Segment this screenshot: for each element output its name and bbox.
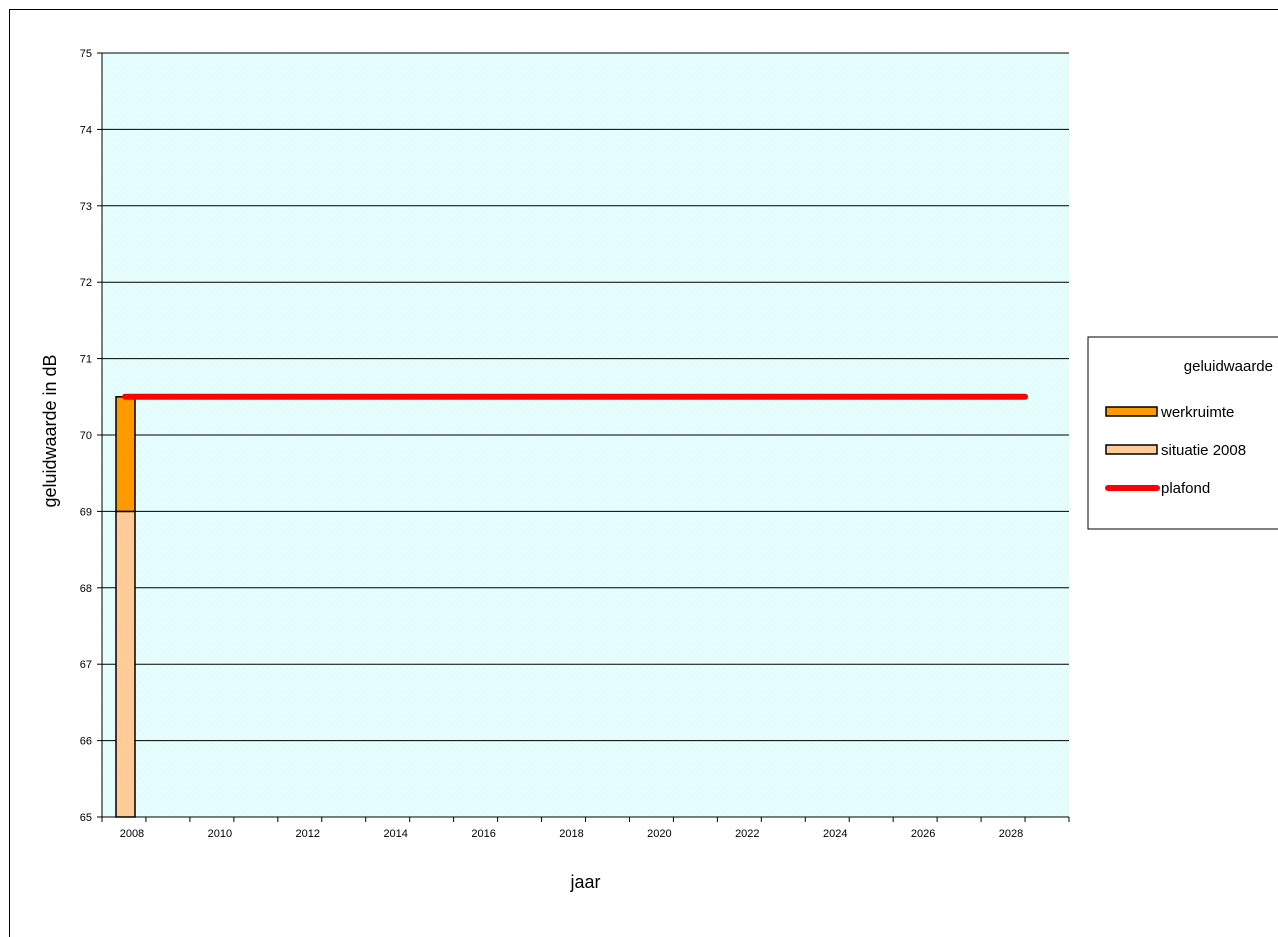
y-tick-label: 75 — [80, 48, 92, 60]
x-tick-labels: 2008 2010 2012 2014 2016 2018 2020 2022 2024 2026… — [120, 828, 1024, 840]
legend: geluidwaarde werkruimte situatie 2008 plaf… — [1087, 336, 1278, 530]
chart-frame — [9, 9, 1278, 937]
legend-title: geluidwaarde — [1184, 358, 1273, 375]
x-tick-label: 2028 — [999, 828, 1023, 840]
y-tick-label: 73 — [80, 201, 92, 213]
x-tick-label: 2024 — [823, 828, 847, 840]
x-tick-label: 2014 — [383, 828, 407, 840]
x-tick-label: 2008 — [120, 828, 144, 840]
x-tick-label: 2020 — [647, 828, 671, 840]
legend-box — [1087, 336, 1278, 530]
x-tick-label: 2010 — [208, 828, 232, 840]
y-axis-title: geluidwaarde in dB — [40, 354, 60, 507]
y-tick-label: 71 — [80, 354, 92, 366]
bar-segment-werkruimte — [115, 396, 136, 513]
x-tick-label: 2022 — [735, 828, 759, 840]
y-tick-labels: 65 66 67 68 69 70 71 72 73 74 75 — [80, 48, 92, 824]
y-tick-label: 70 — [80, 430, 92, 442]
y-tick-label: 67 — [80, 659, 92, 671]
x-axis-title: jaar — [569, 872, 600, 892]
y-tick-label: 65 — [80, 812, 92, 824]
legend-swatch-werkruimte — [1105, 406, 1158, 417]
x-tick-label: 2018 — [559, 828, 583, 840]
legend-items: werkruimte situatie 2008 plafond — [1105, 404, 1246, 497]
bars — [115, 396, 136, 818]
legend-label-plafond: plafond — [1161, 480, 1210, 497]
y-tick-label: 68 — [80, 583, 92, 595]
x-tick-label: 2026 — [911, 828, 935, 840]
y-tick-label: 72 — [80, 277, 92, 289]
legend-swatch-situatie-2008 — [1105, 444, 1158, 455]
y-tick-label: 69 — [80, 506, 92, 518]
y-tick-label: 66 — [80, 736, 92, 748]
axes — [97, 52, 1070, 822]
y-tick-label: 74 — [80, 124, 92, 136]
bar-segment-situatie-2008 — [115, 510, 136, 818]
x-tick-label: 2012 — [296, 828, 320, 840]
x-tick-label: 2016 — [471, 828, 495, 840]
gridlines — [102, 52, 1069, 742]
legend-label-situatie-2008: situatie 2008 — [1161, 442, 1246, 459]
legend-label-werkruimte: werkruimte — [1160, 404, 1234, 421]
